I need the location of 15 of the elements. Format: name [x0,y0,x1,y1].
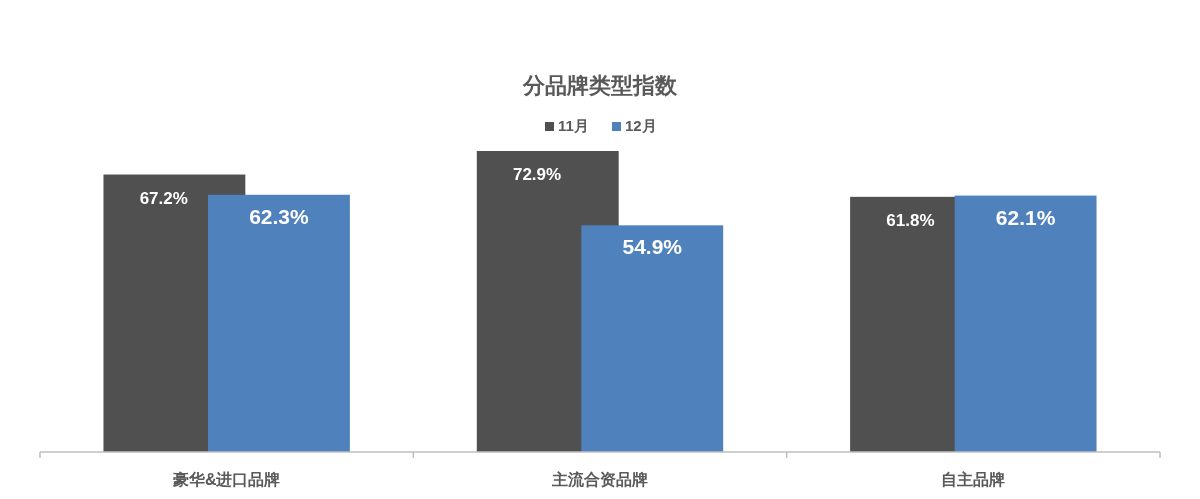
x-tick-label: 豪华&进口品牌 [171,471,281,488]
x-tick-label: 主流合资品牌 [551,470,648,488]
legend-label: 11月 [558,117,589,134]
data-label: 67.2% [139,188,188,208]
legend-label: 12月 [625,117,657,134]
x-tick-label: 自主品牌 [941,470,1006,488]
bar [208,194,350,452]
data-label: 62.3% [249,204,310,228]
chart-title: 分品牌类型指数 [522,73,678,98]
data-label: 62.1% [995,205,1056,229]
bar [954,195,1097,452]
bar [581,225,724,452]
data-label: 72.9% [512,165,562,184]
data-label: 54.9% [622,235,683,259]
data-label: 61.8% [886,210,935,230]
